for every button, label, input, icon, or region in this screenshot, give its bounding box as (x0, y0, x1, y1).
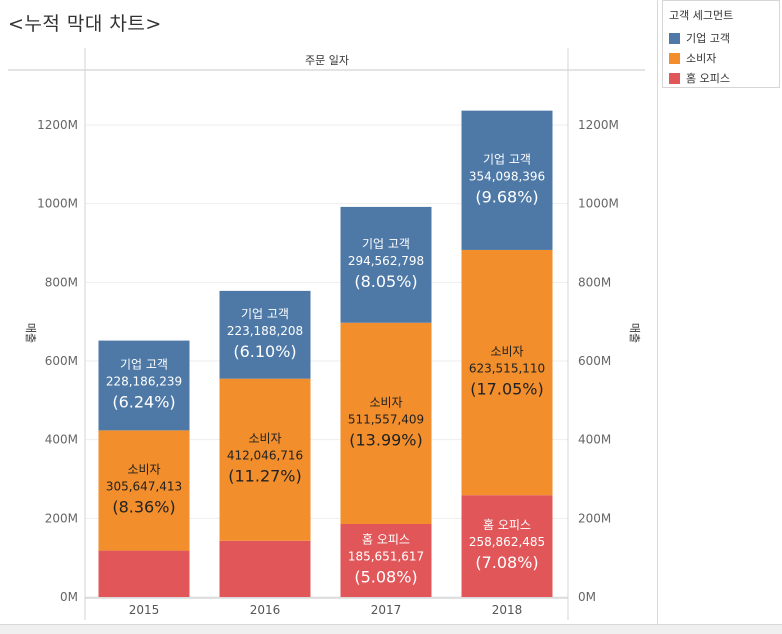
chart-title: <누적 막대 차트> (8, 13, 162, 35)
bar-segment[interactable] (340, 523, 432, 597)
y-axis-label-left: 매출 (24, 323, 37, 343)
segment-percent-label: (6.24%) (112, 392, 175, 411)
x-tick-labels: 2015 2016 2017 2018 (129, 603, 523, 617)
bar-segment[interactable] (98, 340, 190, 431)
segment-name-label: 홈 오피스 (362, 532, 410, 546)
y-tick-label-left: 1200M (37, 118, 78, 132)
bottom-strip (0, 624, 782, 634)
segment-percent-label: (13.99%) (349, 430, 423, 449)
plot-frame (8, 48, 645, 620)
y-tick-label-left: 200M (45, 511, 78, 525)
segment-value-label: 412,046,716 (227, 449, 303, 463)
legend-item-consumer[interactable]: 소비자 (669, 51, 716, 65)
segment-name-label: 소비자 (490, 345, 523, 359)
segment-name-label: 기업 고객 (362, 237, 410, 251)
segment-value-label: 354,098,396 (469, 169, 545, 183)
segment-name-label: 홈 오피스 (483, 518, 531, 532)
bar-segment[interactable] (98, 430, 190, 551)
legend-label-corporate: 기업 고객 (686, 32, 730, 45)
bars: 소비자 305,647,413 (8.36%) 기업 고객 228,186,239 (6.… (98, 110, 553, 597)
y-tick-label-right: 800M (578, 275, 611, 289)
y-tick-label-right: 400M (578, 433, 611, 447)
segment-percent-label: (5.08%) (354, 567, 417, 586)
bar-segment[interactable] (219, 540, 311, 597)
bar-segment[interactable] (98, 550, 190, 597)
segment-value-label: 185,651,617 (348, 549, 424, 563)
x-tick-label: 2016 (250, 603, 281, 617)
segment-percent-label: (9.68%) (475, 187, 538, 206)
segment-name-label: 소비자 (248, 432, 281, 446)
y-tick-label-right: 600M (578, 354, 611, 368)
y-tick-label-left: 800M (45, 275, 78, 289)
y-axis-label-right: 매출 (628, 323, 641, 343)
legend-swatch-home-office (669, 72, 680, 84)
segment-value-label: 258,862,485 (469, 535, 545, 549)
x-tick-label: 2015 (129, 603, 160, 617)
segment-value-label: 294,562,798 (348, 254, 424, 268)
y-tick-label-right: 0M (578, 590, 596, 604)
legend-item-home-office[interactable]: 홈 오피스 (669, 71, 730, 85)
bar-segment[interactable] (219, 290, 311, 379)
y-tick-label-left: 600M (45, 354, 78, 368)
bar-segment[interactable] (340, 322, 432, 524)
segment-percent-label: (11.27%) (228, 467, 302, 486)
y-tick-label-left: 1000M (37, 197, 78, 211)
y-tick-label-right: 1000M (578, 197, 619, 211)
legend-title: 고객 세그먼트 (669, 9, 734, 22)
segment-value-label: 305,647,413 (106, 479, 182, 493)
bar-segment[interactable] (461, 495, 553, 597)
legend-swatch-corporate (669, 32, 680, 44)
y-tick-label-left: 400M (45, 433, 78, 447)
x-tick-label: 2017 (371, 603, 402, 617)
segment-percent-label: (8.36%) (112, 497, 175, 516)
segment-percent-label: (17.05%) (470, 380, 544, 399)
segment-value-label: 511,557,409 (348, 412, 424, 426)
column-header: 주문 일자 (305, 53, 349, 67)
segment-name-label: 소비자 (127, 462, 160, 476)
y-ticks: 0M 0M 200M 200M 400M 400M 600M 600M 800M 800M 1000… (37, 118, 619, 604)
x-tick-label: 2018 (492, 603, 523, 617)
legend-label-consumer: 소비자 (686, 52, 717, 65)
segment-percent-label: (7.08%) (475, 553, 538, 572)
segment-percent-label: (6.10%) (233, 342, 296, 361)
segment-value-label: 623,515,110 (469, 362, 545, 376)
legend-label-home-office: 홈 오피스 (686, 72, 730, 85)
legend: 고객 세그먼트 기업 고객 소비자 홈 오피스 (662, 0, 780, 88)
legend-swatch-consumer (669, 52, 680, 64)
y-tick-label-right: 200M (578, 511, 611, 525)
bar-segment[interactable] (340, 206, 432, 323)
segment-value-label: 228,186,239 (106, 374, 182, 388)
segment-name-label: 기업 고객 (241, 307, 289, 321)
stacked-bar-chart: 주문 일자 매출 매출 0M 0M 200M 200M 400M 400M 600M 600M… (8, 48, 645, 620)
segment-value-label: 223,188,208 (227, 324, 303, 338)
segment-name-label: 기업 고객 (483, 152, 531, 166)
segment-name-label: 소비자 (369, 395, 402, 409)
bar-segment[interactable] (461, 110, 553, 250)
segment-name-label: 기업 고객 (120, 357, 168, 371)
y-tick-label-right: 1200M (578, 118, 619, 132)
legend-item-corporate[interactable]: 기업 고객 (669, 31, 730, 45)
segment-percent-label: (8.05%) (354, 272, 417, 291)
bar-segment[interactable] (461, 249, 553, 496)
y-tick-label-left: 0M (60, 590, 78, 604)
bar-segment[interactable] (219, 378, 311, 541)
